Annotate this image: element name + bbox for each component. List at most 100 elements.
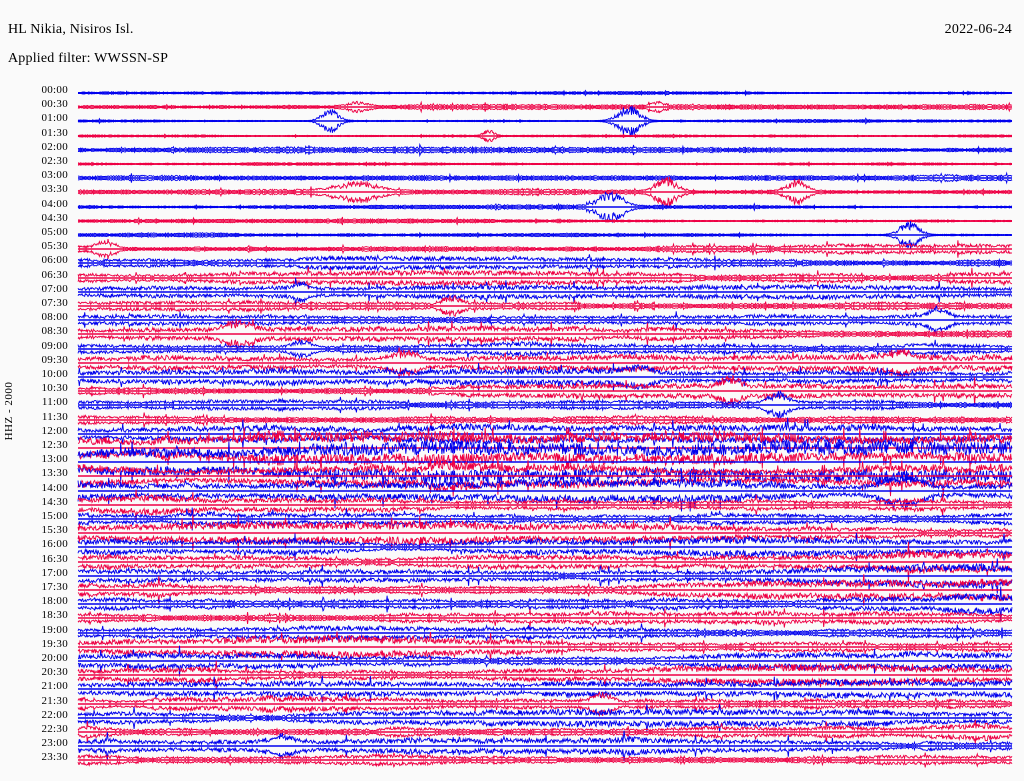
trace-row: 00:30 (0, 98, 1024, 114)
trace-row: 07:00 (0, 277, 1024, 307)
trace-time-label: 00:30 (41, 98, 68, 111)
trace-row: 10:30 (0, 374, 1024, 408)
trace-row: 04:30 (0, 211, 1024, 228)
trace-time-label: 14:30 (41, 495, 68, 508)
trace-row: 14:00 (0, 470, 1024, 512)
trace-time-label: 03:00 (41, 169, 68, 182)
trace-row: 00:00 (0, 84, 1024, 100)
trace-time-label: 17:00 (41, 566, 68, 579)
trace-row: 05:30 (0, 239, 1024, 260)
station-title: HL Nikia, Nisiros Isl. (8, 22, 134, 37)
trace-row: 21:30 (0, 690, 1024, 717)
trace-time-label: 22:30 (41, 723, 68, 735)
trace-time-label: 06:30 (41, 268, 68, 281)
trace-time-label: 07:00 (41, 282, 68, 295)
trace-time-label: 11:30 (41, 410, 68, 423)
trace-row: 10:00 (0, 362, 1024, 392)
trace-time-label: 05:30 (41, 240, 68, 253)
trace-row: 19:30 (0, 631, 1024, 663)
trace-time-label: 16:30 (41, 552, 68, 565)
trace-row: 06:00 (0, 254, 1024, 273)
trace-row: 08:30 (0, 319, 1024, 350)
trace-row: 01:00 (0, 106, 1024, 137)
trace-row: 08:00 (0, 305, 1024, 336)
trace-row: 22:30 (0, 719, 1024, 745)
trace-row: 14:30 (0, 489, 1024, 521)
trace-row: 18:30 (0, 608, 1024, 628)
trace-row: 20:30 (0, 660, 1024, 690)
trace-row: 05:00 (0, 221, 1024, 249)
trace-row: 02:00 (0, 140, 1024, 157)
trace-row: 16:30 (0, 541, 1024, 582)
trace-row: 23:00 (0, 730, 1024, 762)
trace-row: 20:00 (0, 645, 1024, 677)
trace-row: 21:00 (0, 676, 1024, 703)
trace-row: 02:30 (0, 155, 1024, 171)
trace-row: 04:00 (0, 190, 1024, 223)
trace-time-label: 07:30 (41, 297, 68, 309)
trace-time-label: 02:00 (41, 140, 68, 153)
trace-time-label: 01:30 (41, 126, 68, 139)
trace-row: 13:00 (0, 440, 1024, 485)
trace-row: 09:30 (0, 347, 1024, 379)
trace-time-label: 18:00 (41, 595, 68, 608)
trace-time-label: 04:30 (41, 211, 68, 224)
trace-time-label: 19:30 (41, 637, 68, 650)
trace-time-label: 17:30 (41, 581, 68, 593)
trace-row: 12:00 (0, 417, 1024, 451)
trace-row: 11:00 (0, 390, 1024, 421)
trace-row: 19:00 (0, 623, 1024, 643)
trace-row: 17:00 (0, 558, 1024, 594)
trace-time-label: 21:00 (41, 680, 68, 693)
trace-row: 07:30 (0, 295, 1024, 317)
trace-row: 12:30 (0, 427, 1024, 469)
trace-time-label: 18:30 (41, 609, 68, 622)
trace-time-label: 08:00 (41, 311, 68, 324)
trace-time-label: 23:00 (41, 737, 68, 750)
trace-time-label: 12:00 (41, 424, 68, 437)
trace-row: 01:30 (0, 126, 1024, 143)
trace-time-label: 06:00 (41, 254, 68, 267)
trace-time-label: 21:30 (41, 694, 68, 707)
trace-row: 16:00 (0, 533, 1024, 562)
trace-time-label: 13:30 (41, 467, 68, 480)
trace-time-label: 02:30 (41, 155, 68, 167)
trace-row: 09:00 (0, 338, 1024, 360)
trace-row: 15:30 (0, 515, 1024, 552)
trace-row: 03:30 (0, 177, 1024, 208)
trace-time-label: 12:30 (41, 439, 68, 451)
trace-row: 06:30 (0, 266, 1024, 289)
trace-time-label: 04:00 (41, 197, 68, 210)
trace-time-label: 08:30 (41, 325, 68, 338)
trace-time-label: 22:00 (41, 708, 68, 721)
trace-row: 11:30 (0, 410, 1024, 428)
trace-time-label: 20:00 (41, 652, 68, 664)
trace-time-label: 15:30 (41, 524, 68, 537)
trace-time-label: 13:00 (41, 453, 68, 466)
trace-time-label: 10:30 (41, 382, 68, 395)
trace-time-label: 09:00 (41, 339, 68, 352)
trace-time-label: 05:00 (41, 226, 68, 238)
trace-time-label: 01:00 (41, 112, 68, 125)
trace-row: 03:00 (0, 169, 1024, 185)
trace-time-label: 11:00 (41, 396, 68, 409)
trace-row: 18:00 (0, 586, 1024, 622)
trace-time-label: 10:00 (41, 368, 68, 380)
trace-time-label: 23:30 (41, 751, 68, 764)
trace-row: 17:30 (0, 574, 1024, 606)
trace-time-label: 03:30 (41, 183, 68, 196)
trace-time-label: 20:30 (41, 666, 68, 679)
trace-row: 13:30 (0, 455, 1024, 497)
trace-time-label: 09:30 (41, 353, 68, 366)
trace-row: 23:30 (0, 751, 1024, 769)
trace-time-label: 14:00 (41, 481, 68, 494)
record-date: 2022-06-24 (944, 22, 1012, 37)
trace-time-label: 16:00 (41, 538, 68, 551)
seismogram-plot: 00:00 00:30 01:00 01:30 02:00 02:30 03:00 03:30… (0, 80, 1024, 780)
trace-time-label: 00:00 (41, 84, 68, 96)
trace-row: 22:00 (0, 703, 1024, 732)
trace-time-label: 15:00 (41, 510, 68, 522)
trace-time-label: 19:00 (41, 623, 68, 636)
applied-filter-label: Applied filter: WWSSN-SP (8, 51, 169, 66)
trace-row: 15:00 (0, 507, 1024, 531)
